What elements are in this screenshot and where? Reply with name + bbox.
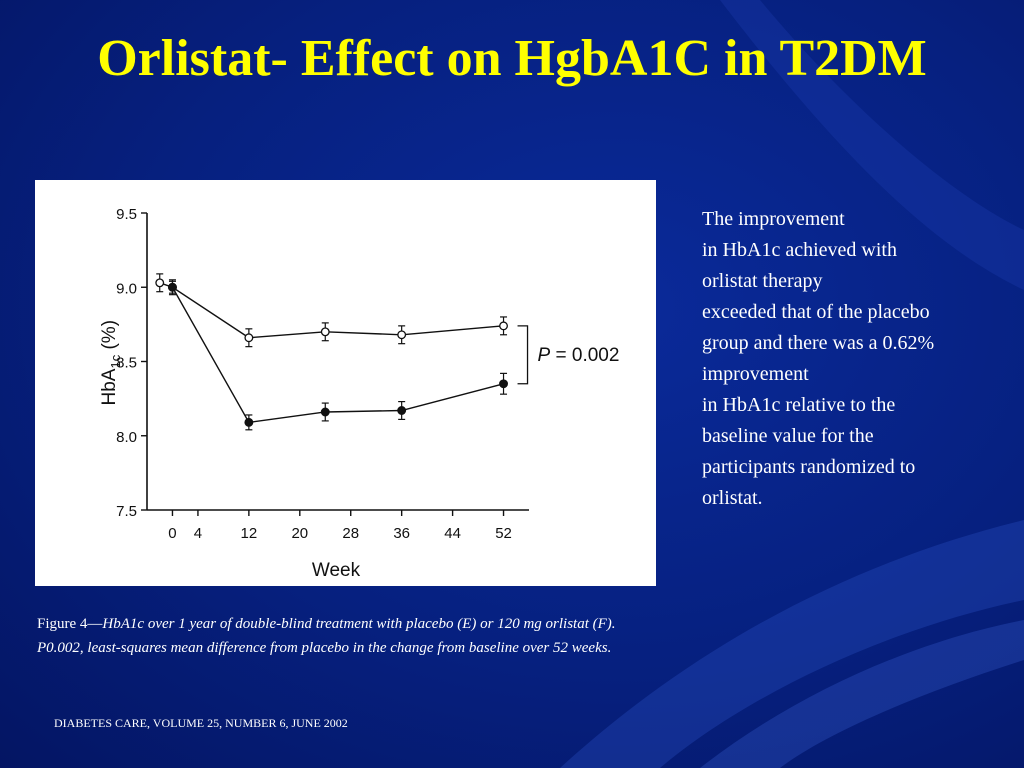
x-tick-label: 52 [495,525,512,542]
side-text-line: exceeded that of the placebo [702,301,930,323]
side-text-line: in HbA1c relative to the [702,394,896,416]
data-point-filled [168,282,177,292]
significance-bracket [517,325,529,385]
series-line-1 [159,282,504,339]
side-description: The improvement in HbA1c achieved with o… [702,204,1002,514]
y-tick-label: 8.0 [116,429,137,446]
side-text-line: group and there was a 0.62% [702,332,935,354]
x-tick-label: 28 [342,525,359,542]
side-text-line: participants randomized to [702,456,916,478]
data-point-filled [397,406,407,415]
side-text-line: orlistat therapy [702,270,823,292]
chart-figure: 7.5 8.0 8.5 9.0 9.5 0 4 12 20 28 36 44 52 Week HbA1c (… [35,180,656,586]
data-point-open [155,278,165,288]
data-point-open [244,333,254,343]
caption-line-1: Figure 4—HbA1c over 1 year of double-bli… [37,612,737,636]
side-text-line: baseline value for the [702,425,874,447]
y-tick-label: 9.0 [116,280,137,297]
data-point-open [397,330,407,340]
x-tick-label: 20 [291,525,308,542]
series-line-2 [171,286,504,424]
figure-caption: Figure 4—HbA1c over 1 year of double-bli… [37,612,737,660]
side-text-line: The improvement [702,208,845,230]
side-text-line: improvement [702,363,809,385]
source-citation: DIABETES CARE, VOLUME 25, NUMBER 6, JUNE… [54,716,348,730]
y-tick-label: 7.5 [116,503,137,520]
x-tick-label: 0 [168,525,176,542]
x-tick-label: 12 [241,525,258,542]
data-point-open [320,327,330,337]
x-tick-label: 4 [194,525,202,542]
p-value-annotation: P = 0.002 [538,345,620,366]
y-tick-label: 8.5 [116,355,137,372]
caption-prefix: Figure 4— [37,616,103,632]
x-axis-title: Week [312,560,361,581]
slide-title: Orlistat- Effect on HgbA1C in T2DM [97,30,927,87]
hba1c-chart: 7.5 8.0 8.5 9.0 9.5 0 4 12 20 28 36 44 52 Week HbA1c (… [99,206,620,581]
caption-italic: HbA1c over 1 year of double-blind treatm… [102,616,616,632]
side-text-line: in HbA1c achieved with [702,239,897,261]
data-point-filled [320,407,330,417]
data-point-filled [499,379,508,389]
caption-line-2: P0.002, least-squares mean difference fr… [37,640,612,656]
y-axis-title: HbA1c (%) [99,320,123,406]
side-text-line: orlistat. [702,487,763,509]
data-point-open [499,321,508,331]
data-point-filled [244,417,254,427]
y-tick-label: 9.5 [116,206,137,223]
x-tick-label: 44 [444,525,461,542]
x-tick-label: 36 [393,525,410,542]
